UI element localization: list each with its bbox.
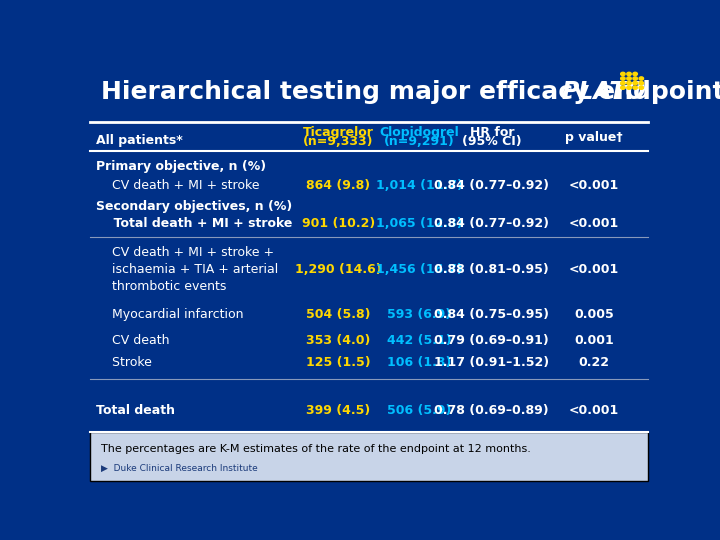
- Circle shape: [627, 86, 631, 89]
- Text: 125 (1.5): 125 (1.5): [306, 356, 371, 369]
- Text: Ticagrelor: Ticagrelor: [303, 126, 374, 139]
- Circle shape: [639, 77, 644, 80]
- Text: <0.001: <0.001: [569, 404, 619, 417]
- Text: Total death + MI + stroke: Total death + MI + stroke: [96, 217, 292, 230]
- Text: 0.79 (0.69–0.91): 0.79 (0.69–0.91): [434, 334, 549, 347]
- FancyBboxPatch shape: [90, 431, 648, 481]
- Circle shape: [627, 77, 631, 80]
- Text: <0.001: <0.001: [569, 263, 619, 276]
- Text: Clopidogrel: Clopidogrel: [379, 126, 459, 139]
- Text: 1.17 (0.91–1.52): 1.17 (0.91–1.52): [434, 356, 549, 369]
- Circle shape: [621, 86, 625, 89]
- Circle shape: [621, 77, 625, 80]
- Circle shape: [627, 82, 631, 85]
- Text: PLATO: PLATO: [562, 80, 646, 104]
- Text: Stroke: Stroke: [96, 356, 151, 369]
- Text: 506 (5.9): 506 (5.9): [387, 404, 451, 417]
- Text: 593 (6.9): 593 (6.9): [387, 308, 451, 321]
- Text: 442 (5.1): 442 (5.1): [387, 334, 451, 347]
- Text: 1,014 (11.7): 1,014 (11.7): [376, 179, 463, 192]
- Circle shape: [633, 86, 637, 89]
- Text: (n=9,291): (n=9,291): [384, 135, 454, 148]
- Circle shape: [639, 86, 644, 89]
- Text: CV death + MI + stroke +
    ischaemia + TIA + arterial
    thrombotic events: CV death + MI + stroke + ischaemia + TIA…: [96, 246, 278, 293]
- Text: ▶  Duke Clinical Research Institute: ▶ Duke Clinical Research Institute: [101, 464, 258, 472]
- Text: CV death + MI + stroke: CV death + MI + stroke: [96, 179, 259, 192]
- Text: Total death: Total death: [96, 404, 174, 417]
- Circle shape: [621, 82, 625, 85]
- Text: All patients*: All patients*: [96, 134, 182, 147]
- Text: 504 (5.8): 504 (5.8): [306, 308, 371, 321]
- Text: Hierarchical testing major efficacy endpoints: Hierarchical testing major efficacy endp…: [101, 80, 720, 104]
- Text: 0.22: 0.22: [578, 356, 609, 369]
- Circle shape: [633, 72, 637, 76]
- Text: CV death: CV death: [96, 334, 169, 347]
- Text: Myocardial infarction: Myocardial infarction: [96, 308, 243, 321]
- Text: 353 (4.0): 353 (4.0): [306, 334, 371, 347]
- Text: 0.78 (0.69–0.89): 0.78 (0.69–0.89): [434, 404, 549, 417]
- Text: 0.84 (0.77–0.92): 0.84 (0.77–0.92): [434, 217, 549, 230]
- Text: (95% CI): (95% CI): [462, 135, 521, 148]
- Text: 399 (4.5): 399 (4.5): [306, 404, 370, 417]
- Text: <0.001: <0.001: [569, 179, 619, 192]
- Text: Primary objective, n (%): Primary objective, n (%): [96, 160, 266, 173]
- Text: 0.88 (0.81–0.95): 0.88 (0.81–0.95): [434, 263, 549, 276]
- Text: 864 (9.8): 864 (9.8): [306, 179, 370, 192]
- Text: <0.001: <0.001: [569, 217, 619, 230]
- Circle shape: [633, 77, 637, 80]
- Circle shape: [633, 82, 637, 85]
- Text: 1,456 (16.7): 1,456 (16.7): [376, 263, 462, 276]
- Text: p value†: p value†: [565, 131, 623, 144]
- Text: 0.84 (0.77–0.92): 0.84 (0.77–0.92): [434, 179, 549, 192]
- Circle shape: [639, 82, 644, 85]
- Text: 1,065 (12.3): 1,065 (12.3): [376, 217, 462, 230]
- Text: 0.001: 0.001: [574, 334, 613, 347]
- Text: 0.84 (0.75–0.95): 0.84 (0.75–0.95): [434, 308, 549, 321]
- Text: 1,290 (14.6): 1,290 (14.6): [295, 263, 382, 276]
- Text: (n=9,333): (n=9,333): [303, 135, 374, 148]
- Text: 106 (1.3): 106 (1.3): [387, 356, 451, 369]
- Circle shape: [627, 72, 631, 76]
- Text: 901 (10.2): 901 (10.2): [302, 217, 375, 230]
- Text: 0.005: 0.005: [574, 308, 613, 321]
- Text: HR for: HR for: [469, 126, 514, 139]
- Circle shape: [621, 72, 625, 76]
- Text: Secondary objectives, n (%): Secondary objectives, n (%): [96, 200, 292, 213]
- Text: The percentages are K-M estimates of the rate of the endpoint at 12 months.: The percentages are K-M estimates of the…: [101, 444, 531, 455]
